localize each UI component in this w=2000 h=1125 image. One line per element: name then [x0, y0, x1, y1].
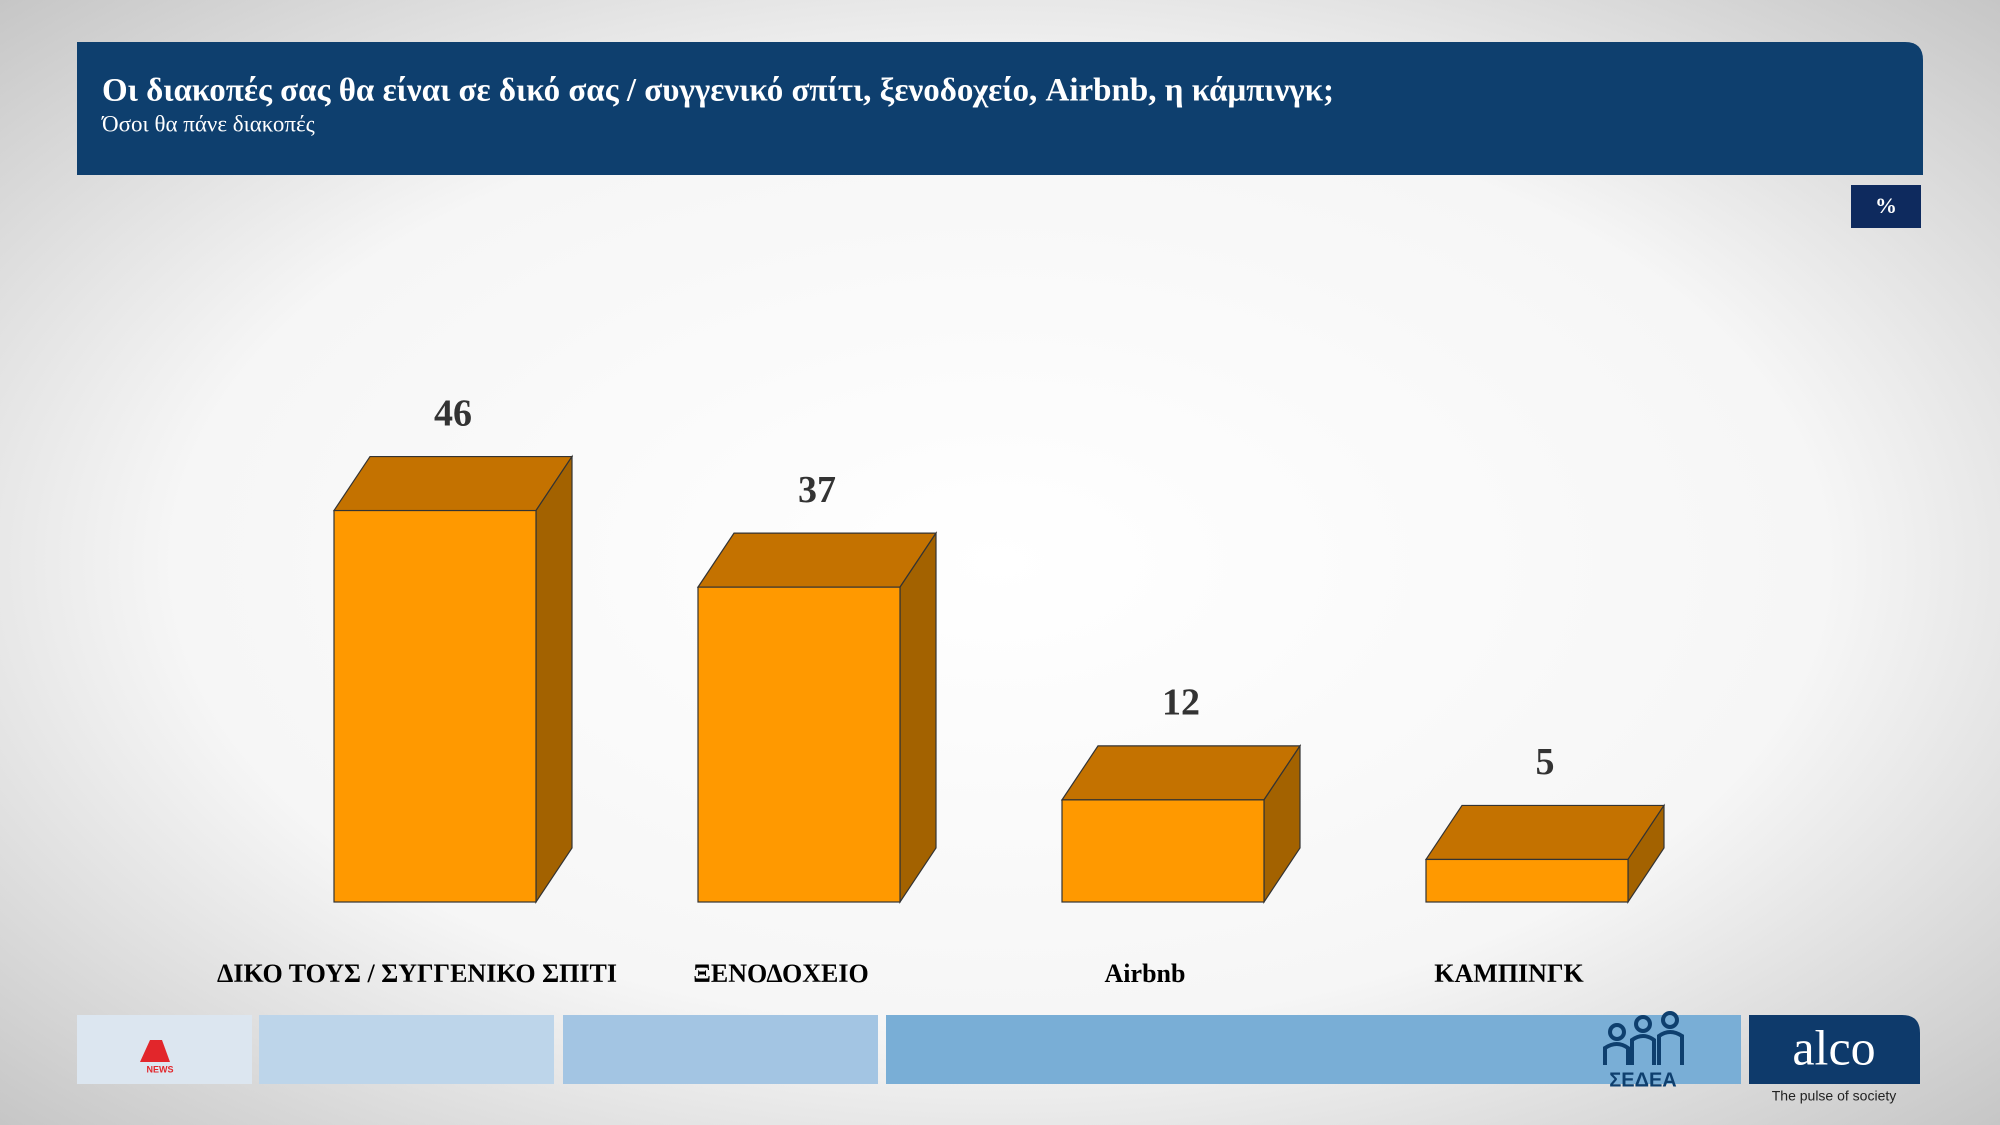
- alco-logo: alco: [1792, 1019, 1875, 1075]
- bar: [333, 509, 537, 903]
- news-logo: NEWS: [147, 1064, 174, 1074]
- bar: [697, 586, 901, 903]
- bar: [1425, 858, 1629, 903]
- bar-top: [332, 455, 574, 512]
- x-tick-label: Airbnb: [1105, 959, 1186, 988]
- bar-side: [535, 454, 573, 904]
- x-tick-label: ΞΕΝΟΔΟΧΕΙΟ: [693, 959, 868, 988]
- sedea-logo: ΣΕΔΕΑ: [1609, 1069, 1677, 1091]
- bars: 46 ΔΙΚΟ ΤΟΥΣ / ΣΥΓΓΕΝΙΚΟ ΣΠΙΤΙ 37 ΞΕΝΟΔΟΧΕΙ…: [217, 392, 1666, 988]
- news-logo-mark: [140, 1040, 170, 1062]
- unit-label: %: [1875, 193, 1897, 218]
- chart-subtitle: Όσοι θα πάνε διακοπές: [101, 111, 315, 136]
- header-bar: [77, 42, 1923, 175]
- sedea-icon: [1603, 1011, 1684, 1065]
- footer-strip: [259, 1015, 554, 1084]
- bar: [1061, 799, 1265, 903]
- value-label: 5: [1536, 741, 1555, 783]
- bar-top: [696, 532, 938, 588]
- bar-top: [1424, 804, 1666, 861]
- unit-box: [1851, 185, 1921, 228]
- value-label: 37: [798, 469, 836, 511]
- footer-strip: [563, 1015, 878, 1084]
- x-tick-label: ΔΙΚΟ ΤΟΥΣ / ΣΥΓΓΕΝΙΚΟ ΣΠΙΤΙ: [217, 959, 617, 988]
- value-label: 46: [434, 392, 472, 434]
- x-tick-label: ΚΑΜΠΙΝΓΚ: [1434, 959, 1584, 988]
- alco-box: [1749, 1015, 1920, 1084]
- bar-side: [899, 531, 937, 904]
- chart-title: Οι διακοπές σας θα είναι σε δικό σας / σ…: [102, 73, 1334, 109]
- value-label: 12: [1162, 682, 1200, 724]
- bar-top: [1060, 745, 1302, 801]
- footer-strip: [886, 1015, 1741, 1084]
- alco-tagline: The pulse of society: [1772, 1088, 1897, 1104]
